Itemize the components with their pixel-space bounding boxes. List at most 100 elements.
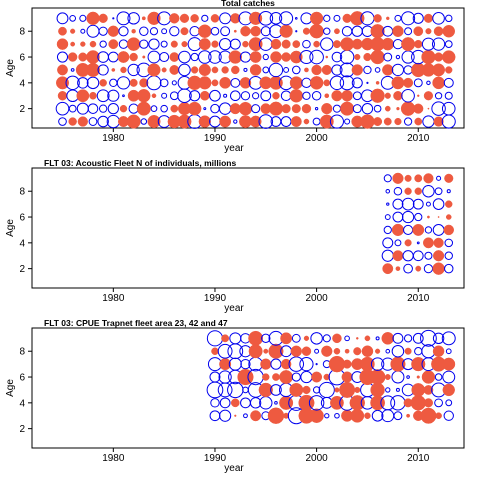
bubble-negative [221, 334, 230, 343]
bubble-positive [86, 24, 100, 38]
bubble-negative [262, 373, 270, 381]
bubble-negative [89, 40, 97, 48]
bubble-negative [423, 91, 434, 101]
bubble-positive [323, 27, 331, 35]
bubble-negative [107, 25, 119, 37]
bubble-positive [371, 409, 384, 422]
bubble-positive [233, 119, 238, 124]
bubble-positive [344, 118, 351, 125]
bubble-positive [373, 104, 382, 113]
bubble-positive [441, 101, 456, 116]
bubble-negative [332, 333, 342, 344]
bubble-negative [198, 76, 212, 90]
bubble-negative [432, 63, 446, 77]
bubble-positive [218, 370, 232, 384]
bubble-positive [127, 12, 140, 25]
bubble-negative [270, 38, 282, 50]
bubble-negative [334, 28, 340, 35]
bubble-negative [230, 13, 241, 24]
bubble-positive [434, 373, 443, 381]
bubble-positive [309, 49, 324, 65]
x-tick-label: 1990 [204, 293, 227, 304]
bubble-positive [444, 263, 454, 274]
bubble-negative [410, 395, 426, 411]
bubble-positive [444, 238, 454, 248]
bubble-negative [423, 237, 434, 249]
bubble-positive [65, 75, 80, 90]
bubble-positive [331, 64, 343, 76]
bubble-negative [279, 24, 293, 38]
bubble-negative [370, 382, 385, 398]
bubble-negative [444, 173, 454, 183]
bubble-positive [322, 334, 331, 343]
bubble-positive [406, 375, 410, 379]
bubble-positive [210, 103, 220, 114]
bubble-positive [434, 398, 443, 408]
bubble-positive [283, 66, 290, 73]
bubble-positive [107, 89, 120, 102]
bubble-positive [443, 77, 454, 88]
bubble-negative [142, 55, 146, 59]
bubble-positive [292, 65, 301, 75]
bubble-negative [370, 24, 385, 39]
bubble-positive [395, 387, 400, 392]
bubble-negative [310, 11, 324, 25]
bubble-positive [210, 398, 220, 408]
bubble-positive [390, 395, 406, 411]
bubble-negative [353, 347, 362, 356]
bubble-negative [391, 76, 405, 90]
bubble-negative [321, 345, 333, 357]
bubble-positive [268, 62, 284, 78]
bubble-positive [308, 395, 325, 411]
bubble-positive [403, 334, 413, 343]
y-tick-label: 6 [19, 213, 25, 224]
plot-frame [31, 7, 465, 129]
bubble-negative [354, 53, 361, 61]
x-tick-label: 2010 [407, 453, 430, 464]
bubble-negative [248, 37, 263, 52]
x-tick-label: 2010 [407, 293, 430, 304]
bubble-positive [160, 40, 168, 48]
bubble-negative [375, 81, 380, 85]
bubble-positive [312, 386, 321, 394]
bubble-negative [340, 37, 354, 51]
bubble-positive [383, 225, 392, 235]
bubble-positive [209, 410, 221, 422]
bubble-negative [198, 38, 211, 51]
bubble-positive [190, 52, 199, 62]
bubble-positive [219, 397, 231, 409]
bubble-positive [423, 264, 434, 274]
bubble-positive [341, 25, 353, 37]
bubble-negative [342, 359, 352, 369]
chart-panel-2: FLT 03: Acoustic Fleet N of individuals,… [5, 158, 465, 314]
bubble-negative [364, 335, 371, 342]
bubble-negative [198, 115, 211, 128]
bubble-negative [80, 41, 86, 47]
bubble-positive [161, 28, 168, 35]
bubble-negative [325, 55, 329, 59]
bubble-negative [56, 76, 69, 90]
bubble-positive [331, 51, 343, 63]
bubble-positive [380, 395, 396, 411]
x-axis-label: year [224, 303, 244, 314]
bubble-negative [198, 24, 212, 38]
bubble-positive [209, 89, 221, 102]
bubble-positive [230, 77, 241, 88]
bubble-positive [201, 14, 209, 22]
bubble-positive [56, 51, 69, 63]
bubble-positive [413, 78, 423, 88]
bubble-positive [77, 77, 89, 89]
bubble-positive [206, 330, 224, 347]
bubble-positive [402, 250, 414, 262]
bubble-negative [180, 27, 189, 36]
panel-title: Total catches [221, 0, 275, 8]
bubble-negative [396, 106, 400, 111]
bubble-negative [289, 383, 304, 397]
bubble-positive [302, 39, 311, 49]
bubble-positive [240, 91, 251, 101]
bubble-negative [395, 266, 401, 271]
bubble-negative [401, 37, 416, 52]
bubble-negative [249, 11, 263, 25]
bubble-positive [219, 409, 232, 422]
bubble-positive [394, 14, 402, 22]
